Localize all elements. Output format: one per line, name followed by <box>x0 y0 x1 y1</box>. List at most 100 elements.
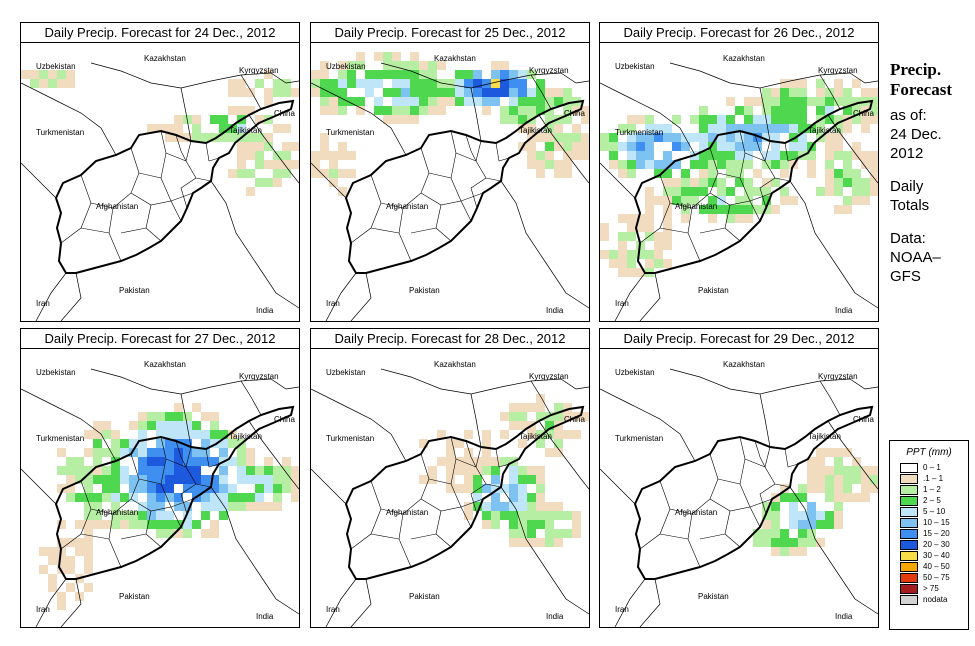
province-border <box>784 448 799 468</box>
country-border <box>500 180 589 309</box>
country-border <box>600 162 636 199</box>
precip-cell <box>545 520 554 529</box>
precip-cell <box>174 430 183 439</box>
precip-cell <box>410 115 419 124</box>
precip-cell <box>455 457 464 466</box>
precip-cell <box>174 457 183 466</box>
precip-cell <box>852 466 861 475</box>
legend-label: 40 – 50 <box>923 562 950 571</box>
precip-cell <box>219 484 228 493</box>
precip-cell <box>527 106 536 115</box>
precip-cell <box>57 484 66 493</box>
legend-item: 15 – 20 <box>890 528 968 539</box>
precip-cell <box>437 61 446 70</box>
precip-cell <box>771 124 780 133</box>
precip-cell <box>156 520 165 529</box>
precip-cell <box>726 205 735 214</box>
precip-cell <box>500 70 509 79</box>
precip-cell <box>663 178 672 187</box>
precip-cell <box>237 88 246 97</box>
precip-cell <box>789 538 798 547</box>
panel-title-prefix: Daily Precip. Forecast for <box>44 25 191 40</box>
country-label-turkmenistan: Turkmenistan <box>326 434 374 443</box>
precip-cell <box>57 601 66 610</box>
precip-cell <box>527 430 536 439</box>
precip-cell <box>210 502 219 511</box>
precip-cell <box>291 88 299 97</box>
precip-cell <box>717 196 726 205</box>
precip-cell <box>264 502 273 511</box>
precip-map: Kazakhstan Uzbekistan Kyrgyzstan China Turkm… <box>311 360 589 627</box>
country-label-iran: Iran <box>36 605 50 614</box>
precip-cell <box>771 115 780 124</box>
precip-cell <box>536 502 545 511</box>
precip-cell <box>545 511 554 520</box>
precip-cell <box>93 511 102 520</box>
precip-cell <box>816 475 825 484</box>
precip-cell <box>93 466 102 475</box>
afghanistan-outline <box>633 405 874 580</box>
province-border <box>138 172 172 202</box>
precip-cell <box>165 529 174 538</box>
precip-cell <box>48 70 57 79</box>
precip-cell <box>482 520 491 529</box>
precip-cell <box>609 142 618 151</box>
precip-cell <box>282 124 291 133</box>
precip-cell <box>48 556 57 565</box>
precip-cell <box>834 88 843 97</box>
precip-cell <box>627 142 636 151</box>
precip-cell <box>798 79 807 88</box>
precip-cell <box>183 439 192 448</box>
country-border <box>470 393 482 448</box>
precip-cell <box>156 439 165 448</box>
country-label-afghanistan: Afghanistan <box>675 202 717 211</box>
precip-cell <box>264 484 273 493</box>
precip-cell <box>798 484 807 493</box>
precip-cell <box>455 70 464 79</box>
precip-cell <box>138 430 147 439</box>
precip-cell <box>843 169 852 178</box>
precip-cell <box>834 475 843 484</box>
precip-cell <box>527 466 536 475</box>
country-border <box>849 378 878 390</box>
precip-cell <box>509 421 518 430</box>
precip-cell <box>852 178 861 187</box>
precip-cell <box>536 160 545 169</box>
precip-map: Kazakhstan Uzbekistan Kyrgyzstan China Turkm… <box>600 54 878 321</box>
precip-cell <box>165 484 174 493</box>
precip-cell <box>807 151 816 160</box>
precip-cell <box>482 97 491 106</box>
precip-cell <box>527 511 536 520</box>
precip-cell <box>681 187 690 196</box>
precip-cell <box>672 133 681 142</box>
precip-cell <box>762 205 771 214</box>
country-border <box>180 87 192 142</box>
country-border <box>759 87 771 142</box>
legend-label: 2 – 5 <box>923 496 941 505</box>
precip-cell <box>771 538 780 547</box>
precip-cell <box>66 457 75 466</box>
precip-cell <box>735 214 744 223</box>
precip-cell <box>419 61 428 70</box>
precip-cell <box>699 142 708 151</box>
precip-cell <box>338 142 347 151</box>
precip-cell <box>446 457 455 466</box>
precip-cell <box>834 133 843 142</box>
precip-cell <box>843 205 852 214</box>
precip-cell <box>491 61 500 70</box>
precip-cell <box>401 106 410 115</box>
precip-cell <box>735 196 744 205</box>
precip-cell <box>852 106 861 115</box>
country-border <box>21 162 57 199</box>
precip-cell <box>473 70 482 79</box>
precip-cell <box>825 178 834 187</box>
precip-cell <box>600 250 609 259</box>
province-border <box>145 204 162 242</box>
province-border <box>420 498 472 528</box>
province-border <box>80 227 110 234</box>
precip-cell <box>320 169 329 178</box>
precip-cell <box>138 511 147 520</box>
country-label-kazakhstan: Kazakhstan <box>723 54 765 63</box>
precip-cell <box>807 511 816 520</box>
precip-cell <box>165 124 174 133</box>
